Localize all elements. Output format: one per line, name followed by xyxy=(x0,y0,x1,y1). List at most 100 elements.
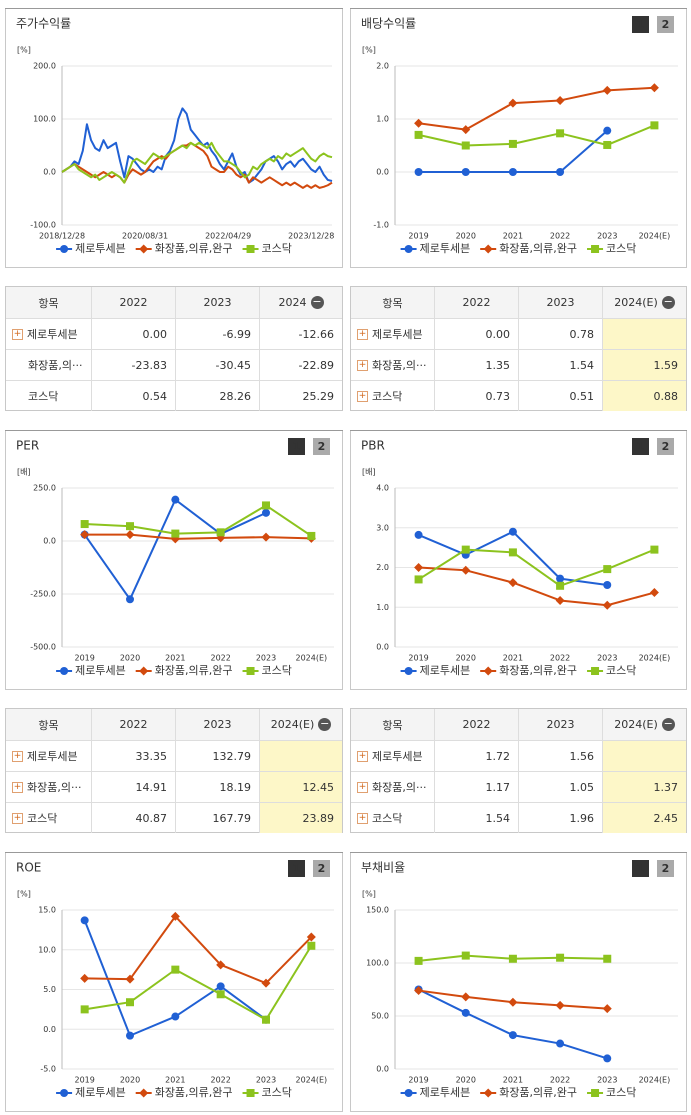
header-text: 2024(E) xyxy=(614,296,658,309)
x-tick-label: 2020 xyxy=(456,1076,476,1085)
x-tick-label: 2023 xyxy=(597,654,617,663)
x-tick-label: 2019 xyxy=(74,654,94,663)
tab-button[interactable] xyxy=(657,860,674,877)
legend: 제로투세븐 화장품,의류,완구 코스닥 xyxy=(400,1086,636,1099)
header-text: 2023 xyxy=(546,296,575,309)
marker xyxy=(414,956,423,965)
series-line xyxy=(84,915,313,985)
marker xyxy=(414,118,424,128)
header-text: 항목 xyxy=(38,296,59,310)
header-cell: 2022 xyxy=(434,709,518,740)
header-cell: 2022 xyxy=(434,287,518,318)
panel-border xyxy=(5,430,343,690)
tab-button[interactable] xyxy=(632,860,649,877)
header-cell: 항목 xyxy=(351,287,434,318)
marker xyxy=(508,578,518,588)
table-cell: 1.59 xyxy=(602,350,686,380)
x-tick-label: 2022 xyxy=(550,1076,570,1085)
legend-label: 화장품,의류,완구 xyxy=(499,664,577,677)
cell-value: 2.45 xyxy=(653,811,679,825)
marker xyxy=(126,1031,134,1040)
collapse-icon[interactable]: − xyxy=(318,717,332,731)
tab-button[interactable] xyxy=(288,860,305,877)
series-line xyxy=(84,504,312,537)
tab-button[interactable] xyxy=(632,16,649,33)
cell-value: 28.26 xyxy=(219,389,252,403)
legend-label: 제로투세븐 xyxy=(420,1086,471,1099)
series-line xyxy=(418,548,655,587)
tab-button[interactable] xyxy=(288,438,305,455)
chart-panel: PBR 1 2 [배] 0.0 1.0 2.0 3.0 4.0 2019 2020 2021 2022 2… xyxy=(350,430,687,690)
cell-value: 23.89 xyxy=(302,811,335,825)
chart-title: PER xyxy=(16,439,39,453)
expand-icon[interactable]: + xyxy=(357,750,368,762)
collapse-icon[interactable]: − xyxy=(661,717,675,731)
expand-icon[interactable]: + xyxy=(357,328,368,340)
collapse-icon[interactable]: − xyxy=(661,295,675,309)
table-cell: + 코스닥 xyxy=(351,381,434,411)
marker xyxy=(602,85,612,95)
header-text: 2023 xyxy=(546,718,575,731)
cell-value: 0.54 xyxy=(142,389,168,403)
series-line xyxy=(84,945,313,1021)
legend-label: 코스닥 xyxy=(606,1086,636,1099)
y-tick-label: 0.0 xyxy=(376,643,389,652)
marker xyxy=(126,595,134,604)
row-label: 코스닥 xyxy=(27,812,58,825)
row-label: 제로투세븐 xyxy=(27,328,78,341)
marker xyxy=(80,520,89,529)
x-tick-label: 2019 xyxy=(74,1076,94,1085)
collapse-icon[interactable]: − xyxy=(310,295,324,309)
legend-label: 제로투세븐 xyxy=(420,664,471,677)
legend-label: 코스닥 xyxy=(262,664,292,677)
table-row: + 코스닥 40.87 167.79 23.89 xyxy=(6,802,342,833)
marker xyxy=(461,1008,470,1017)
cell-value: -6.99 xyxy=(222,327,251,341)
unit-label: [%] xyxy=(362,890,376,899)
cell-value: 1.54 xyxy=(569,358,595,372)
table-cell: 0.51 xyxy=(518,381,602,411)
header-cell: 2024− xyxy=(259,287,342,318)
legend: 제로투세븐 화장품,의류,완구 코스닥 xyxy=(56,242,292,255)
x-tick-label: 2022/04/29 xyxy=(205,232,251,241)
marker xyxy=(262,508,270,517)
expand-icon[interactable]: + xyxy=(12,812,23,824)
tab-button[interactable] xyxy=(632,438,649,455)
marker xyxy=(216,960,226,970)
x-tick-label: 2020/08/31 xyxy=(122,232,168,241)
expand-icon[interactable]: + xyxy=(357,781,368,793)
marker xyxy=(461,951,470,960)
header-text: 2024(E) xyxy=(614,718,658,731)
tab-button[interactable] xyxy=(313,438,330,455)
table-cell: 33.35 xyxy=(91,741,175,771)
table-cell: -6.99 xyxy=(175,319,259,349)
x-tick-label: 2023 xyxy=(256,1076,276,1085)
expand-icon[interactable]: + xyxy=(357,359,368,371)
expand-icon[interactable]: + xyxy=(12,750,23,762)
tab-button[interactable] xyxy=(657,438,674,455)
expand-icon[interactable]: + xyxy=(12,328,23,340)
cell-value: -30.45 xyxy=(215,358,251,372)
marker xyxy=(126,998,134,1007)
expand-icon[interactable]: + xyxy=(357,390,368,402)
header-text: 2024 xyxy=(278,296,307,309)
expand-icon[interactable]: + xyxy=(357,812,368,824)
legend-marker xyxy=(60,1089,69,1097)
table-cell: 1.37 xyxy=(602,772,686,802)
table-header: 항목 2022 2023 2024(E) − xyxy=(351,709,686,740)
tab-button[interactable] xyxy=(657,16,674,33)
row-label: 코스닥 xyxy=(28,390,59,403)
table-cell: + 제로투세븐 xyxy=(351,741,434,771)
legend-marker xyxy=(404,1089,413,1097)
legend: 제로투세븐 화장품,의류,완구 코스닥 xyxy=(400,664,636,677)
marker xyxy=(508,548,517,557)
tab-button[interactable] xyxy=(313,860,330,877)
header-cell: 2024(E) − xyxy=(259,709,342,740)
marker xyxy=(461,565,471,575)
table-row: + 화장품,의··· 14.91 18.19 12.45 xyxy=(6,771,342,802)
table-cell: 25.29 xyxy=(259,381,342,411)
legend-marker xyxy=(246,667,255,675)
expand-icon[interactable]: + xyxy=(12,781,23,793)
legend-marker xyxy=(139,244,149,254)
